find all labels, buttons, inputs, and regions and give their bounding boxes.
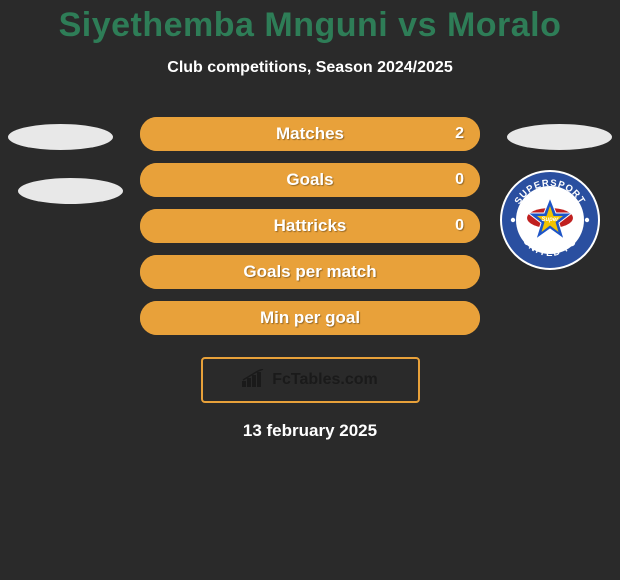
stat-row: Matches 2 xyxy=(140,117,480,151)
player2-photo-placeholder xyxy=(507,124,612,150)
footer-date: 13 february 2025 xyxy=(0,421,620,441)
stat-row: Goals per match xyxy=(140,255,480,289)
stat-row: Goals 0 xyxy=(140,163,480,197)
bar-chart-icon xyxy=(242,369,268,392)
player1-photo-placeholder-1 xyxy=(8,124,113,150)
stat-label: Goals per match xyxy=(243,262,376,282)
stat-value-right: 2 xyxy=(455,119,464,149)
stat-row: Min per goal xyxy=(140,301,480,335)
stat-label: Min per goal xyxy=(260,308,360,328)
brand-box[interactable]: FcTables.com xyxy=(201,357,420,403)
page-subtitle: Club competitions, Season 2024/2025 xyxy=(0,59,620,77)
stat-row: Hattricks 0 xyxy=(140,209,480,243)
stat-value-right: 0 xyxy=(455,211,464,241)
brand-text: FcTables.com xyxy=(272,371,378,389)
comparison-card: Siyethemba Mnguni vs Moralo Club competi… xyxy=(0,0,620,580)
stat-label: Hattricks xyxy=(274,216,347,236)
svg-text:Super: Super xyxy=(541,217,559,223)
stat-label: Matches xyxy=(276,124,344,144)
stat-value-right: 0 xyxy=(455,165,464,195)
page-title: Siyethemba Mnguni vs Moralo xyxy=(0,0,620,45)
club-badge-supersport-united: SUPERSPORT UNITED FC Super xyxy=(500,170,600,270)
player1-photo-placeholder-2 xyxy=(18,178,123,204)
stat-label: Goals xyxy=(286,170,333,190)
